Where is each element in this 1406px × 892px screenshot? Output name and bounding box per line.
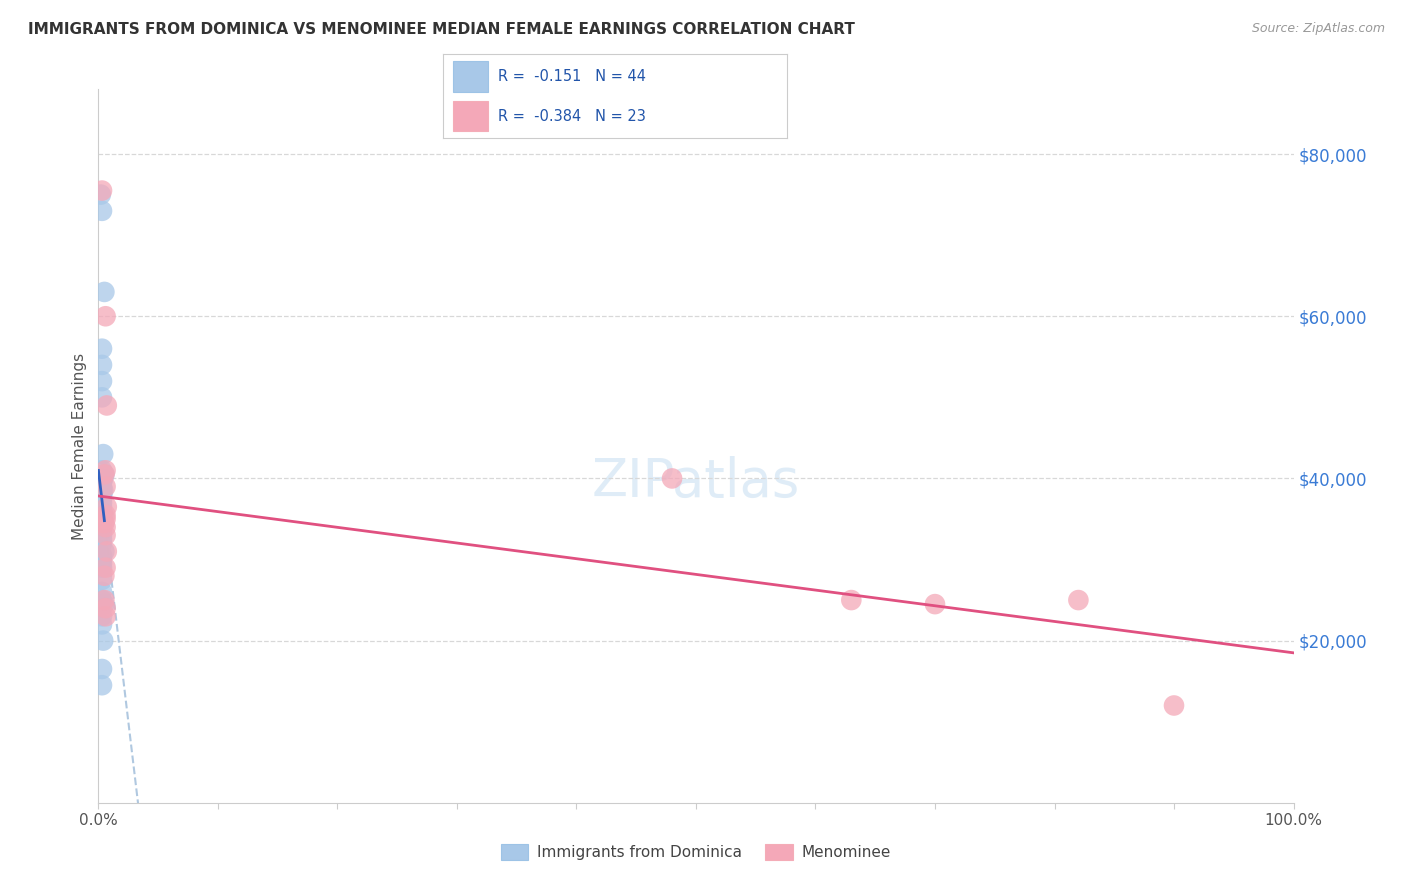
- Point: [94, 520, 117, 534]
- Text: R =  -0.384   N = 23: R = -0.384 N = 23: [498, 109, 645, 124]
- Point: [96, 399, 118, 413]
- Point: [91, 678, 114, 692]
- Point: [91, 184, 114, 198]
- Point: [94, 463, 117, 477]
- Point: [91, 585, 114, 599]
- Point: [93, 544, 115, 558]
- Point: [91, 475, 114, 490]
- Point: [91, 520, 114, 534]
- Point: [91, 560, 114, 574]
- Point: [94, 528, 117, 542]
- Point: [90, 187, 112, 202]
- FancyBboxPatch shape: [453, 62, 488, 92]
- Point: [93, 516, 115, 530]
- Point: [924, 597, 946, 611]
- Point: [91, 552, 114, 566]
- Point: [91, 557, 114, 571]
- Text: Source: ZipAtlas.com: Source: ZipAtlas.com: [1251, 22, 1385, 36]
- Point: [93, 467, 115, 482]
- Point: [91, 633, 114, 648]
- Point: [94, 479, 117, 493]
- Point: [94, 601, 117, 615]
- Point: [91, 536, 114, 550]
- Point: [93, 285, 115, 299]
- Point: [91, 496, 114, 510]
- Point: [91, 488, 114, 502]
- Point: [91, 609, 114, 624]
- Point: [93, 593, 115, 607]
- Point: [91, 488, 114, 502]
- Point: [91, 483, 114, 498]
- Point: [91, 500, 114, 514]
- Point: [91, 508, 114, 522]
- Point: [1067, 593, 1090, 607]
- Point: [96, 500, 118, 514]
- Point: [94, 609, 117, 624]
- Point: [91, 374, 114, 388]
- Point: [91, 491, 114, 506]
- Point: [91, 463, 114, 477]
- Point: [91, 342, 114, 356]
- Point: [91, 483, 114, 498]
- Point: [91, 479, 114, 493]
- Point: [91, 524, 114, 538]
- Point: [91, 512, 114, 526]
- Point: [91, 471, 114, 485]
- Point: [93, 568, 115, 582]
- Point: [94, 508, 117, 522]
- Y-axis label: Median Female Earnings: Median Female Earnings: [72, 352, 87, 540]
- Point: [93, 597, 115, 611]
- Point: [91, 662, 114, 676]
- Point: [96, 544, 118, 558]
- Point: [841, 593, 863, 607]
- Point: [91, 390, 114, 404]
- Point: [91, 593, 114, 607]
- Point: [91, 533, 114, 547]
- Point: [91, 516, 114, 530]
- Point: [94, 560, 117, 574]
- Point: [91, 528, 114, 542]
- Point: [94, 310, 117, 324]
- Point: [661, 471, 683, 485]
- Point: [91, 549, 114, 563]
- Point: [91, 471, 114, 485]
- FancyBboxPatch shape: [453, 101, 488, 131]
- Point: [94, 512, 117, 526]
- Point: [91, 358, 114, 372]
- Point: [91, 504, 114, 518]
- Legend: Immigrants from Dominica, Menominee: Immigrants from Dominica, Menominee: [495, 838, 897, 866]
- Text: ZIPatlas: ZIPatlas: [592, 456, 800, 508]
- Point: [91, 573, 114, 587]
- Text: IMMIGRANTS FROM DOMINICA VS MENOMINEE MEDIAN FEMALE EARNINGS CORRELATION CHART: IMMIGRANTS FROM DOMINICA VS MENOMINEE ME…: [28, 22, 855, 37]
- Point: [91, 617, 114, 632]
- Point: [91, 447, 114, 461]
- Point: [93, 467, 115, 482]
- Text: R =  -0.151   N = 44: R = -0.151 N = 44: [498, 69, 645, 84]
- Point: [1163, 698, 1185, 713]
- Point: [91, 203, 114, 218]
